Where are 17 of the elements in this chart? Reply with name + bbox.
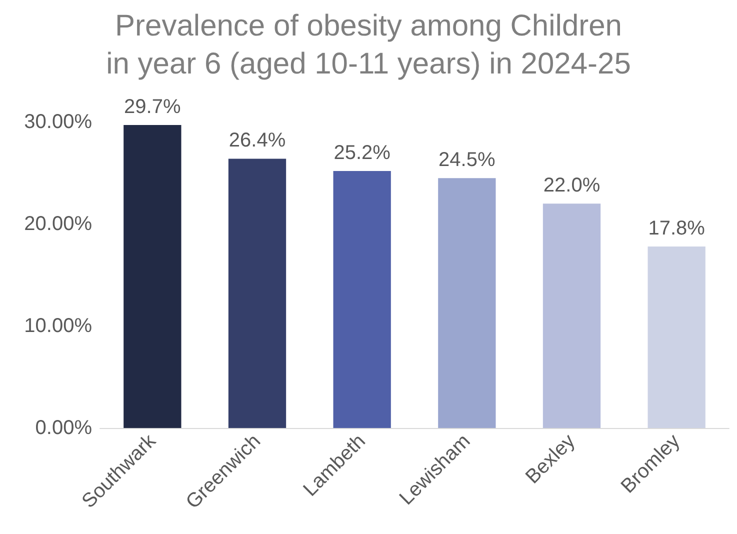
bar <box>542 204 601 428</box>
data-label: 26.4% <box>228 130 286 152</box>
bar <box>438 178 496 428</box>
data-label: 22.0% <box>543 174 600 197</box>
y-tick-label: 20.00% <box>24 213 92 235</box>
data-label: 25.2% <box>334 142 391 164</box>
data-label: 29.7% <box>124 96 181 118</box>
y-tick-label: 10.00% <box>24 315 92 337</box>
y-tick-label: 30.00% <box>24 111 92 133</box>
bar <box>124 125 182 428</box>
bar <box>333 170 391 428</box>
chart-title: Prevalence of obesity among Children in year 6 (aged 10-11 years) in 2024-25 <box>106 10 631 80</box>
y-tick-label: 0.00% <box>35 417 92 439</box>
data-label: 24.5% <box>438 149 496 172</box>
data-label: 17.8% <box>648 217 706 240</box>
bar <box>648 246 706 428</box>
bar <box>228 158 286 428</box>
